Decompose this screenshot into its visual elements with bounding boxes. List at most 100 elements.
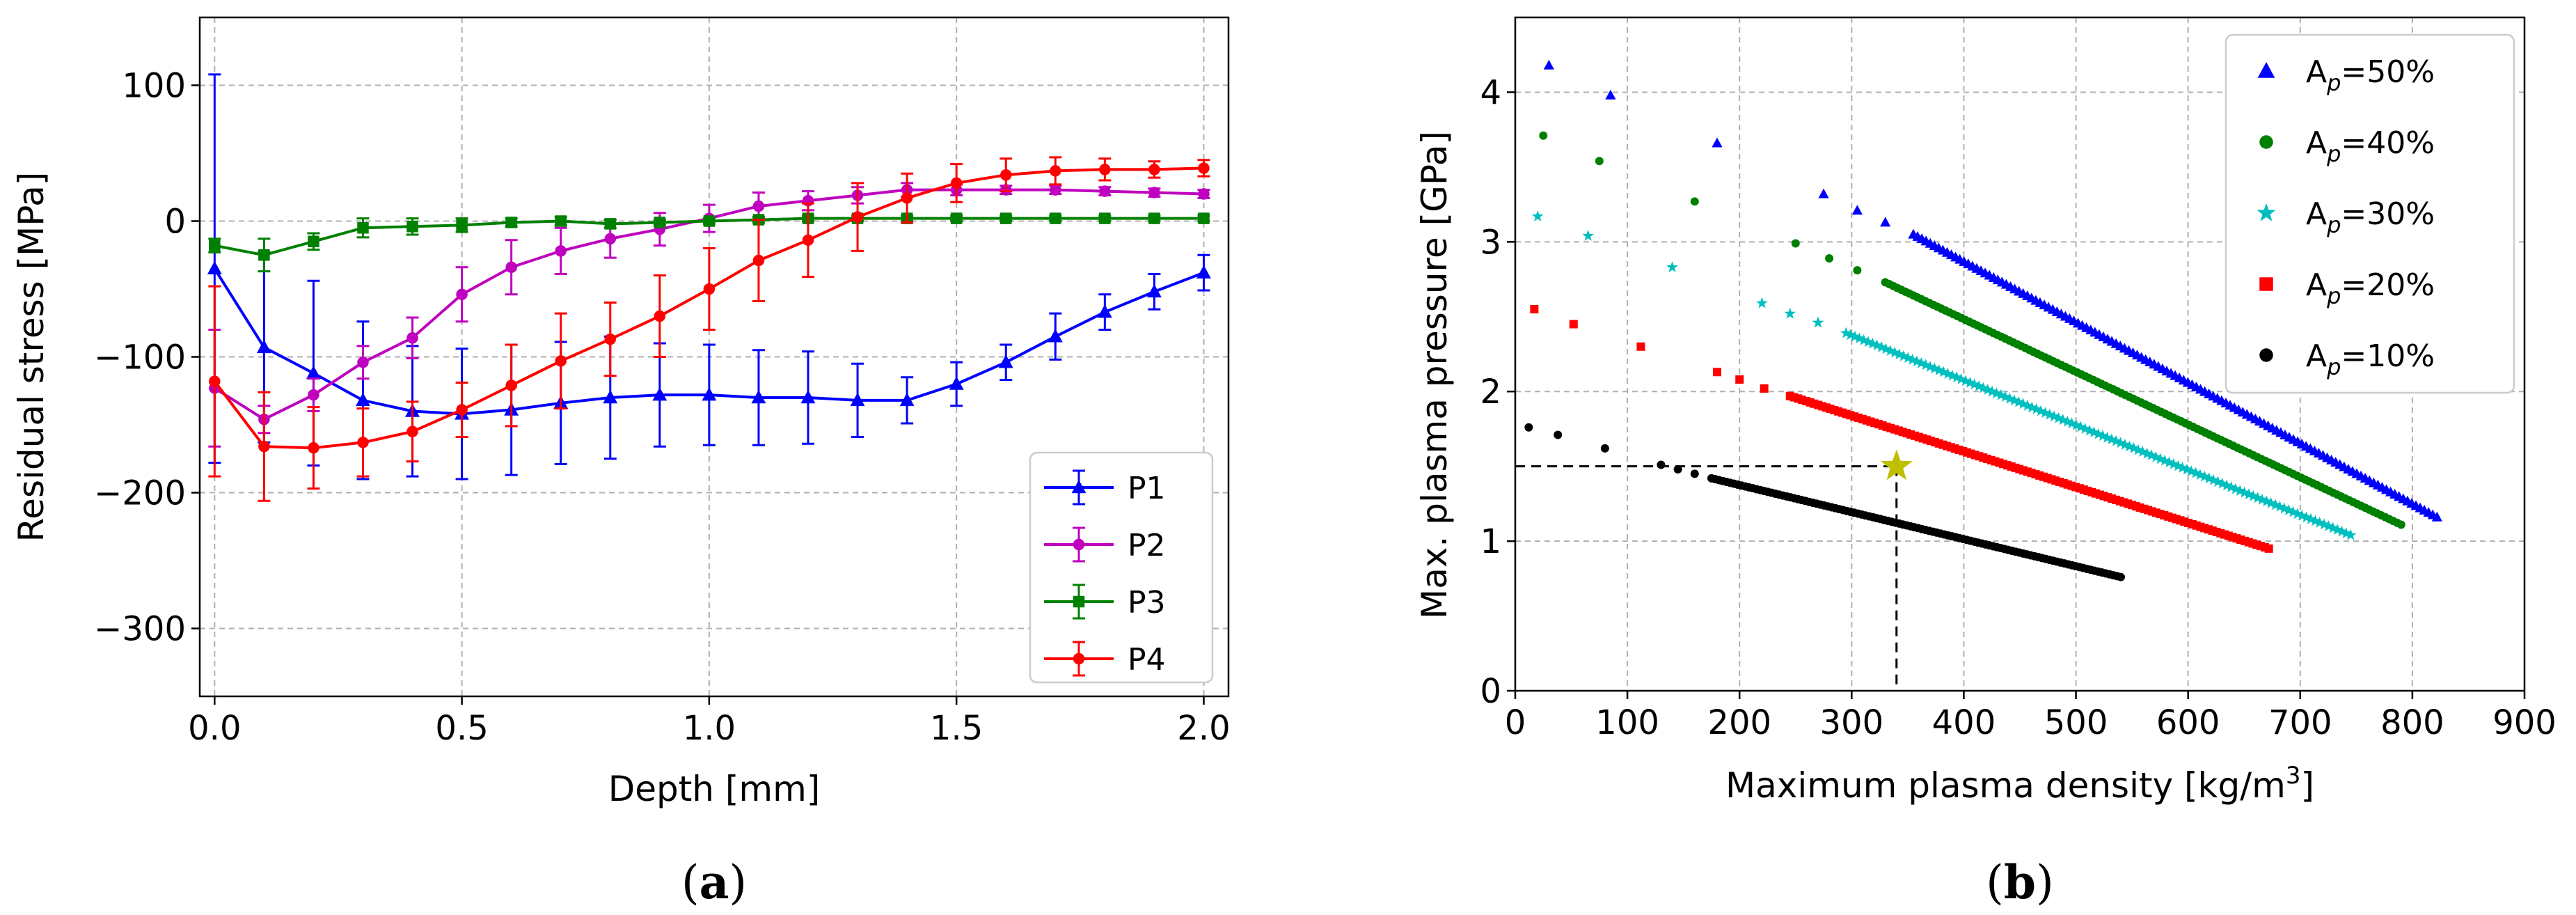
b-series xyxy=(1531,210,2357,540)
a-xtick-label: 0.0 xyxy=(188,709,241,748)
a-point xyxy=(751,390,766,404)
b-legend: Ap=50%Ap=40%Ap=30%Ap=20%Ap=10% xyxy=(2225,33,2515,394)
b-point xyxy=(2344,529,2357,540)
b-point xyxy=(2004,392,2016,404)
a-point xyxy=(1099,164,1111,175)
b-point xyxy=(2186,465,2197,476)
b-point xyxy=(1884,345,1897,356)
b-point xyxy=(1853,266,1862,275)
b-caption-letter: b xyxy=(2004,855,2036,909)
b-point xyxy=(2256,493,2268,505)
a-point xyxy=(207,260,222,274)
b-caption-close: ) xyxy=(2036,856,2054,909)
b-point xyxy=(1924,361,1936,372)
a-point xyxy=(308,235,319,247)
b-point xyxy=(2128,442,2140,453)
a-point xyxy=(1198,188,1210,200)
b-point xyxy=(2092,428,2105,439)
a-point xyxy=(505,261,517,274)
a-point xyxy=(999,169,1012,181)
b-point xyxy=(1933,364,1945,375)
b-point xyxy=(1871,339,1883,351)
b-point xyxy=(2309,515,2321,526)
b-legend-label-main: A xyxy=(2306,125,2327,161)
a-ytick-label: 0 xyxy=(164,203,186,242)
a-point xyxy=(949,376,964,390)
b-point xyxy=(1937,366,1950,377)
b-point xyxy=(1849,330,1861,342)
b-xlabel-main: Maximum plasma density [kg/m xyxy=(1725,765,2286,806)
b-legend-label-sub: p xyxy=(2326,141,2341,167)
b-xtick-label: 0 xyxy=(1505,703,1526,742)
b-point xyxy=(2137,446,2149,457)
b-legend-label-main: A xyxy=(2306,267,2327,303)
b-point xyxy=(2269,499,2282,510)
b-point xyxy=(1531,210,1544,221)
b-point xyxy=(1636,342,1645,351)
a-point xyxy=(802,234,814,247)
b-point xyxy=(2115,437,2126,448)
b-legend-label-end: =40% xyxy=(2341,125,2435,161)
b-point xyxy=(2017,398,2029,409)
a-ytick-label: 100 xyxy=(122,67,186,106)
a-point xyxy=(356,392,370,407)
b-point xyxy=(2123,440,2135,452)
b-xtick-label: 400 xyxy=(1932,703,1996,742)
b-point xyxy=(1851,205,1863,215)
a-point xyxy=(357,437,369,448)
a-point xyxy=(1050,165,1061,177)
a-xtick-label: 0.5 xyxy=(435,709,488,748)
b-point xyxy=(1554,430,1563,439)
b-point xyxy=(1968,378,1981,390)
a-plot-area xyxy=(207,73,1211,502)
a-ytick-label: −100 xyxy=(94,338,186,377)
b-point xyxy=(1605,89,1616,100)
b-point xyxy=(1950,371,1963,383)
b-caption: (b) xyxy=(1986,855,2054,909)
b-point xyxy=(1600,444,1609,453)
b-legend-marker xyxy=(2259,277,2273,291)
chart-a: 0.0 0.5 1.0 1.5 2.0 100 0 −100 −200 −300 Depth [mm… xyxy=(11,16,1231,909)
b-point xyxy=(2163,456,2175,468)
b-point xyxy=(1735,375,1744,384)
b-legend-label-sub: p xyxy=(2326,354,2341,380)
b-point xyxy=(1840,327,1852,338)
b-point xyxy=(2216,477,2229,489)
b-legend-marker xyxy=(2257,203,2276,221)
b-point xyxy=(2203,472,2215,484)
a-legend-marker xyxy=(1073,538,1085,551)
b-ytick-label: 4 xyxy=(1480,73,1501,112)
b-point xyxy=(1942,368,1954,380)
b-legend-label-sub: p xyxy=(2326,70,2341,96)
a-xtick-label: 2.0 xyxy=(1177,709,1230,748)
b-legend-label-end: =20% xyxy=(2341,267,2435,303)
a-legend-marker xyxy=(1071,480,1086,494)
b-point xyxy=(2278,502,2291,514)
a-caption-letter: a xyxy=(700,855,729,909)
a-legend-marker xyxy=(1073,595,1085,608)
b-point xyxy=(2008,394,2021,406)
b-legend-label: Ap=30% xyxy=(2306,196,2435,238)
b-point xyxy=(2331,524,2344,535)
b-point xyxy=(2282,504,2295,515)
b-point xyxy=(2110,435,2122,446)
b-point xyxy=(2150,451,2162,462)
b-point xyxy=(1657,460,1666,469)
a-point xyxy=(555,215,567,227)
b-ytick-label: 3 xyxy=(1480,223,1501,262)
b-legend-label-sub: p xyxy=(2326,212,2341,238)
b-legend-marker xyxy=(2257,62,2275,78)
b-legend-label: Ap=20% xyxy=(2306,267,2435,309)
b-point xyxy=(2048,410,2060,422)
a-ylabel: Residual stress [MPa] xyxy=(11,172,52,542)
b-legend-label-main: A xyxy=(2306,338,2327,374)
b-xtick-label: 900 xyxy=(2492,703,2557,742)
a-legend-box xyxy=(1029,451,1214,684)
a-ytick-label: −200 xyxy=(94,474,186,513)
b-point xyxy=(1986,385,1998,397)
b-point xyxy=(2190,467,2202,478)
b-point xyxy=(2021,399,2034,411)
b-ytick-label: 0 xyxy=(1480,672,1501,711)
b-point xyxy=(2340,527,2353,539)
b-xtick-label: 600 xyxy=(2156,703,2220,742)
